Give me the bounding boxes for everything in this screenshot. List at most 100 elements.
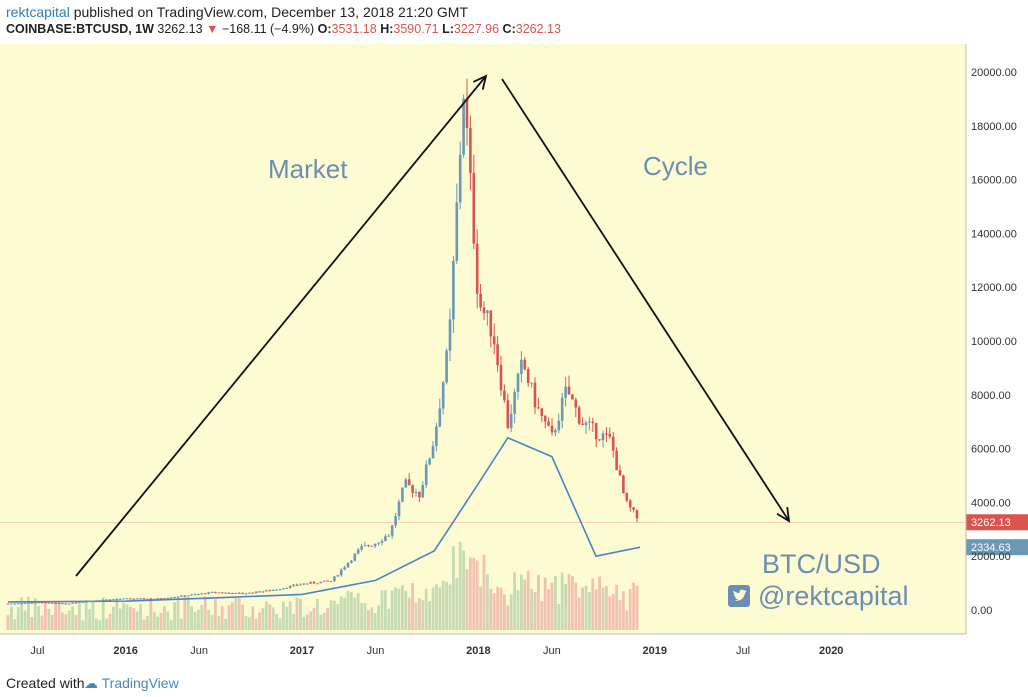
volume-bar: [224, 618, 227, 630]
candle-body: [605, 433, 608, 435]
volume-bar: [234, 597, 238, 630]
candle-body: [571, 394, 574, 400]
volume-bar: [598, 576, 601, 630]
candle-body: [132, 598, 136, 600]
candle-body: [319, 581, 323, 584]
candle-body: [373, 543, 377, 546]
price-tick-label: 16000.00: [971, 175, 1017, 187]
candle-body: [244, 593, 248, 595]
candle-body: [479, 293, 482, 308]
volume-bar: [370, 607, 374, 630]
candle-body: [149, 598, 153, 600]
price-tick-label: 4000.00: [971, 497, 1011, 509]
volume-bar: [533, 592, 537, 630]
candle-body: [462, 98, 465, 155]
volume-bar: [78, 604, 81, 630]
volume-bar: [146, 615, 149, 630]
candle-body: [346, 562, 350, 568]
volume-bar: [588, 591, 591, 630]
volume-bar: [183, 596, 187, 630]
volume-bar: [101, 597, 105, 630]
candle-body: [115, 599, 119, 601]
volume-bar: [125, 604, 129, 630]
time-tick-label: Jun: [367, 645, 385, 657]
volume-bar: [108, 613, 112, 630]
twitter-icon: [728, 585, 750, 607]
volume-bar: [149, 597, 153, 630]
volume-bar: [445, 581, 448, 630]
candle-body: [418, 491, 421, 498]
price-label-text: 2334.63: [971, 542, 1011, 554]
candlesticks: [6, 78, 639, 605]
volume-bar: [554, 575, 557, 630]
candle-body: [125, 598, 129, 600]
candle-body: [91, 600, 95, 602]
time-tick-label: Jul: [736, 645, 750, 657]
volume-bar: [27, 596, 30, 630]
volume-bar: [200, 605, 204, 630]
volume-bar: [142, 619, 146, 630]
volume-bar: [237, 598, 241, 630]
volume-bar: [135, 611, 139, 630]
candle-body: [159, 598, 163, 600]
volume-bar: [299, 598, 302, 630]
candle-body: [499, 365, 503, 391]
cloud-icon: ☁: [84, 675, 98, 691]
price-axis[interactable]: 20000.00 18000.00 16000.00 14000.00 12000.00…: [965, 44, 1017, 634]
candle-body: [424, 464, 428, 486]
up-arrow-head: [472, 74, 488, 90]
candle-body: [370, 545, 374, 547]
volume-bar: [363, 603, 367, 630]
tradingview-logo[interactable]: ☁ TradingView: [84, 675, 179, 692]
candle-body: [452, 260, 455, 320]
time-axis[interactable]: Jul 2016 Jun 2017 Jun 2018 Jun 2019 Jul 2020: [0, 633, 966, 657]
volume-bar: [159, 612, 163, 630]
candle-body: [54, 602, 57, 604]
chart-area[interactable]: 3262.13 2334.63 Market Cycle BTC/USD @rek…: [0, 44, 1028, 667]
volume-bar: [503, 594, 506, 630]
candle-body: [47, 602, 51, 604]
volume-bar: [271, 607, 275, 630]
volume-bar: [543, 577, 547, 630]
candle-body: [282, 588, 285, 590]
volume-bar: [411, 583, 414, 630]
volume-bar: [295, 597, 299, 630]
open-label: O:: [317, 22, 332, 36]
candle-body: [71, 602, 74, 604]
volume-bar: [54, 601, 57, 630]
candle-body: [550, 425, 554, 433]
candle-body: [547, 421, 550, 426]
candle-body: [350, 560, 353, 563]
volume-bar: [537, 574, 540, 630]
volume-bar: [540, 601, 544, 630]
volume-bar: [244, 616, 248, 630]
volume-bar: [254, 618, 258, 630]
author-link[interactable]: rektcapital: [6, 4, 70, 20]
candle-body: [445, 350, 448, 383]
candle-body: [414, 491, 418, 493]
volume-bar: [547, 589, 550, 630]
candle-body: [428, 458, 431, 465]
candle-body: [16, 603, 20, 605]
time-tick-label: Jun: [190, 645, 208, 657]
symbol-label[interactable]: COINBASE:BTCUSD, 1W: [6, 22, 154, 36]
candle-body: [520, 359, 523, 374]
candle-body: [530, 382, 533, 384]
candle-body: [401, 487, 404, 502]
volume-bar: [377, 605, 380, 630]
publish-info: published on TradingView.com, December 1…: [73, 4, 469, 20]
candle-body: [23, 602, 27, 604]
candle-body: [214, 591, 217, 593]
candle-body: [251, 592, 255, 594]
candle-body: [173, 596, 176, 598]
candle-body: [611, 436, 615, 451]
candle-body: [632, 507, 635, 510]
volume-bar: [50, 614, 54, 630]
volume-bar: [282, 601, 285, 630]
candle-body: [380, 540, 384, 543]
volume-bar: [333, 600, 336, 630]
candle-body: [227, 592, 231, 594]
volume-bar: [513, 572, 516, 630]
candle-body: [601, 433, 605, 440]
candle-body: [598, 439, 601, 441]
